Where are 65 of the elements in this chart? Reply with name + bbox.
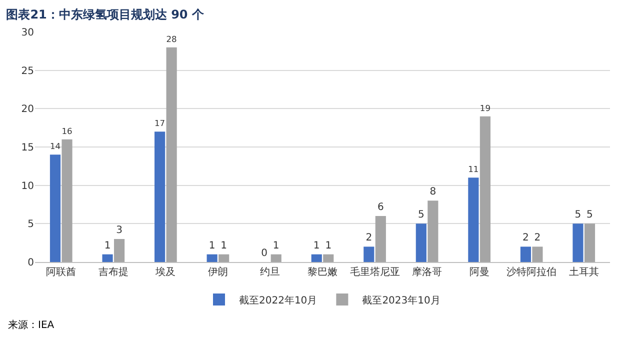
legend-label: 截至2023年10月 [362, 294, 440, 306]
data-label: 19 [480, 102, 490, 113]
x-tick-label: 阿曼 [469, 267, 490, 278]
data-label: 5 [586, 210, 593, 221]
y-tick-label: 5 [28, 219, 34, 230]
x-tick-label: 毛里塔尼亚 [350, 266, 400, 278]
bar [62, 139, 72, 262]
y-tick-label: 15 [21, 142, 34, 154]
bar [114, 239, 125, 262]
x-tick-label: 摩洛哥 [412, 266, 442, 278]
y-tick-label: 25 [21, 66, 34, 77]
data-label: 1 [272, 240, 280, 252]
data-label: 14 [50, 141, 61, 152]
data-label: 11 [468, 164, 479, 174]
x-tick-label: 土耳其 [568, 266, 599, 278]
source-note: 来源：IEA [8, 319, 54, 331]
bar [584, 224, 596, 262]
data-label: 17 [154, 118, 166, 128]
x-tick-label: 阿联酋 [46, 266, 76, 278]
bar [364, 246, 374, 262]
data-label: 28 [166, 34, 177, 44]
bar [154, 132, 166, 262]
bar [102, 254, 113, 262]
bar [270, 254, 282, 262]
data-label: 3 [116, 225, 122, 236]
bar [416, 224, 426, 262]
legend-label: 截至2022年10月 [239, 294, 318, 306]
data-label: 1 [208, 240, 216, 252]
chart-title: 图表21：中东绿氢项目规划达 90 个 [6, 8, 205, 22]
y-tick-label: 30 [21, 28, 34, 38]
x-tick-label: 沙特阿拉伯 [506, 266, 557, 278]
bar [218, 254, 230, 262]
y-tick-label: 0 [28, 258, 34, 268]
data-label: 1 [104, 240, 111, 252]
x-tick-label: 黎巴嫩 [308, 266, 338, 278]
data-label: 2 [366, 232, 372, 244]
bar [375, 216, 386, 262]
bar [520, 246, 531, 262]
data-label: 1 [220, 240, 228, 252]
data-label: 5 [418, 210, 424, 221]
x-tick-label: 伊朗 [208, 266, 228, 278]
data-label: 0 [261, 248, 268, 259]
data-label: 2 [522, 232, 529, 244]
bar [311, 254, 322, 262]
data-label: 1 [325, 240, 332, 252]
bar [572, 224, 584, 262]
data-label: 2 [534, 232, 541, 244]
bar [166, 47, 177, 262]
x-tick-label: 埃及 [154, 266, 176, 278]
data-label: 1 [313, 240, 320, 252]
bar [480, 116, 490, 262]
data-label: 16 [62, 126, 72, 136]
x-tick-label: 吉布提 [98, 266, 128, 278]
bar [428, 200, 438, 262]
y-tick-label: 10 [21, 180, 34, 192]
data-label: 8 [430, 186, 436, 198]
data-label: 5 [574, 210, 582, 221]
bar [206, 254, 218, 262]
bar [323, 254, 334, 262]
x-tick-label: 约旦 [260, 266, 280, 278]
bar [50, 154, 61, 262]
bar [468, 178, 479, 262]
bar [532, 246, 543, 262]
data-label: 6 [377, 202, 384, 213]
y-tick-label: 20 [21, 104, 34, 116]
